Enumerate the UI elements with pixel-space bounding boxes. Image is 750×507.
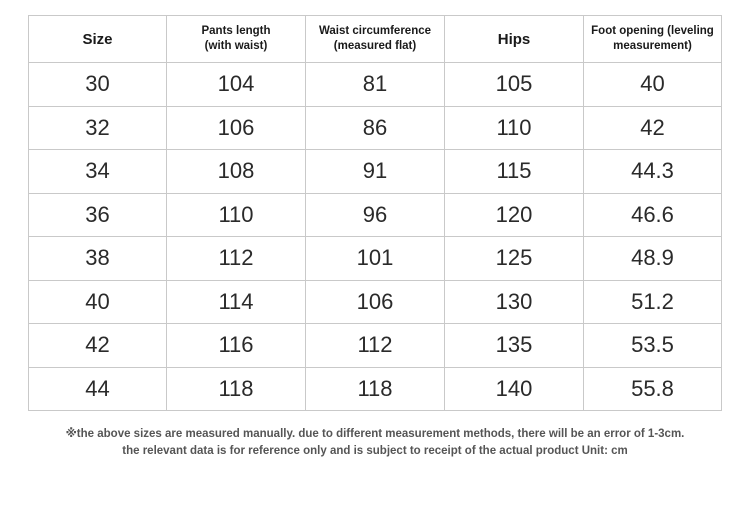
cell-size: 38 [28,236,167,281]
cell-pants-length: 108 [166,149,306,194]
note-line-1: ※the above sizes are measured manually. … [65,428,685,440]
cell-size: 40 [28,279,167,324]
cell-waist: 118 [305,366,445,411]
cell-foot-opening: 48.9 [583,236,722,281]
cell-foot-opening: 40 [583,62,722,107]
cell-pants-length: 112 [166,236,306,281]
header-waist: Waist circumference (measured flat) [305,15,445,63]
cell-waist: 112 [305,323,445,368]
cell-size: 36 [28,192,167,237]
cell-waist: 81 [305,62,445,107]
cell-foot-opening: 44.3 [583,149,722,194]
table-row: 38 112 101 125 48.9 [28,236,722,281]
cell-pants-length: 110 [166,192,306,237]
measurement-note: ※the above sizes are measured manually. … [0,426,750,460]
table-row: 40 114 106 130 51.2 [28,279,722,324]
cell-waist: 86 [305,105,445,150]
cell-pants-length: 118 [166,366,306,411]
cell-hips: 120 [444,192,584,237]
table-row: 34 108 91 115 44.3 [28,149,722,194]
cell-foot-opening: 42 [583,105,722,150]
cell-hips: 140 [444,366,584,411]
cell-pants-length: 106 [166,105,306,150]
cell-size: 42 [28,323,167,368]
header-foot-opening: Foot opening (leveling measurement) [583,15,722,63]
header-pants-length: Pants length (with waist) [166,15,306,63]
cell-foot-opening: 51.2 [583,279,722,324]
table-row: 44 118 118 140 55.8 [28,366,722,411]
cell-hips: 125 [444,236,584,281]
header-size: Size [28,15,167,63]
cell-waist: 101 [305,236,445,281]
cell-waist: 106 [305,279,445,324]
cell-foot-opening: 55.8 [583,366,722,411]
cell-size: 30 [28,62,167,107]
cell-foot-opening: 46.6 [583,192,722,237]
cell-waist: 91 [305,149,445,194]
cell-hips: 105 [444,62,584,107]
cell-hips: 110 [444,105,584,150]
cell-pants-length: 104 [166,62,306,107]
cell-foot-opening: 53.5 [583,323,722,368]
cell-size: 34 [28,149,167,194]
table-header-row: Size Pants length (with waist) Waist cir… [28,15,722,63]
cell-pants-length: 116 [166,323,306,368]
cell-hips: 115 [444,149,584,194]
cell-pants-length: 114 [166,279,306,324]
cell-hips: 130 [444,279,584,324]
table-row: 42 116 112 135 53.5 [28,323,722,368]
table-row: 36 110 96 120 46.6 [28,192,722,237]
table-row: 30 104 81 105 40 [28,62,722,107]
note-line-2: the relevant data is for reference only … [122,445,628,457]
header-hips: Hips [444,15,584,63]
table-row: 32 106 86 110 42 [28,105,722,150]
cell-size: 32 [28,105,167,150]
cell-size: 44 [28,366,167,411]
cell-waist: 96 [305,192,445,237]
cell-hips: 135 [444,323,584,368]
size-chart-table: Size Pants length (with waist) Waist cir… [28,15,722,411]
